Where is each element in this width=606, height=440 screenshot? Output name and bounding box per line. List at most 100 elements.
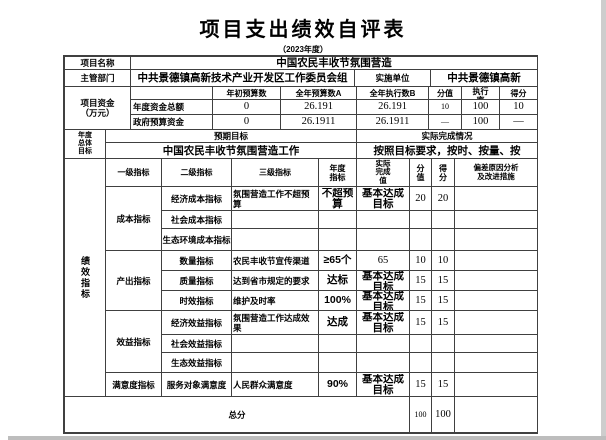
target-value: 100%	[318, 290, 357, 311]
points-value	[409, 334, 432, 353]
col-header: 全年执行数B	[356, 86, 429, 100]
table-row: 生态环境成本指标	[65, 228, 538, 251]
funds-value: 26.1911	[280, 114, 357, 130]
performance-table: 绩效指标 一级指标 二级指标 三级指标 年度指标 实际完成值 分值 得分 偏差原…	[64, 158, 538, 433]
points-value: 15	[409, 270, 432, 291]
score-value	[431, 352, 455, 373]
funds-score: 10	[499, 99, 538, 115]
page-subtitle: （2023年度）	[278, 45, 328, 54]
deviation-cell	[454, 210, 538, 229]
table-row: 年度总体目标 预期目标 实际完成情况	[64, 129, 538, 159]
table-row: 效益指标 经济效益指标 氛围营造工作达成效果 达成 基本达成目标 15 15	[65, 310, 538, 373]
deviation-cell	[454, 372, 538, 397]
score-value	[431, 228, 455, 251]
funds-value: 0	[212, 99, 281, 115]
expected-goal-header: 预期目标	[105, 129, 357, 143]
score-value	[431, 334, 455, 353]
level3-indicator: 氛围营造工作达成效果	[231, 310, 319, 335]
level2-indicator: 社会成本指标	[161, 210, 232, 229]
table-row: 年度资金总额 0 26.191 26.191 10 100 10	[65, 99, 538, 115]
target-value: 90%	[318, 372, 357, 397]
perf-section-label: 绩效指标	[64, 158, 106, 397]
level3-indicator	[231, 352, 319, 373]
funds-score: —	[499, 114, 538, 130]
deviation-cell	[454, 310, 538, 335]
points-value: 15	[409, 372, 432, 397]
level2-indicator: 经济成本指标	[161, 186, 232, 211]
funds-row-name: 政府预算资金	[130, 114, 213, 130]
project-info-table: 项目名称 中国农民丰收节氛围营造 主管部门 中共景德镇高新技术产业开发区工作委员…	[64, 56, 539, 87]
col-header: 偏差原因分析及改进措施	[454, 158, 538, 187]
deviation-cell	[454, 396, 538, 433]
annual-goal-table: 年度总体目标 预期目标 实际完成情况 中国农民丰收节氛围营造工作 按照目标要求，…	[64, 129, 538, 159]
level3-indicator	[231, 228, 319, 251]
project-name-label: 项目名称	[64, 56, 131, 70]
funds-table: 项目资金（万元） 年初预算数 全年预算数A 全年执行数B 分值 执行率 得分 年…	[64, 86, 538, 130]
funds-row-name: 年度资金总额	[130, 99, 213, 115]
table-row: 社会效益指标	[65, 334, 538, 353]
table-row: 政府预算资金 0 26.1911 26.1911 — 100 —	[65, 114, 538, 130]
actual-value: 基本达成目标	[356, 372, 410, 397]
level3-indicator: 氛围营造工作不超预算	[231, 186, 319, 211]
score-value: 15	[431, 372, 455, 397]
funds-rate: 100	[461, 114, 500, 130]
funds-value: 26.191	[356, 99, 429, 115]
col-header: 三级指标	[231, 158, 319, 187]
level2-indicator: 生态效益指标	[161, 352, 232, 373]
project-name-value: 中国农民丰收节氛围营造	[129, 56, 539, 70]
impl-unit-value: 中共景德镇高新	[429, 69, 539, 87]
level2-indicator: 生态环境成本指标	[161, 228, 232, 251]
target-value	[318, 228, 357, 251]
level2-indicator: 时效指标	[161, 290, 232, 311]
actual-value	[356, 210, 410, 229]
table-row: 项目资金（万元） 年初预算数 全年预算数A 全年执行数B 分值 执行率 得分	[64, 86, 538, 130]
target-value	[318, 334, 357, 353]
level3-indicator	[231, 334, 319, 353]
deviation-cell	[454, 290, 538, 311]
target-value	[318, 210, 357, 229]
points-value	[409, 352, 432, 373]
table-row: 生态效益指标	[65, 352, 538, 373]
table-row: 项目名称 中国农民丰收节氛围营造	[64, 56, 539, 70]
target-value: 达成	[318, 310, 357, 335]
level3-indicator	[231, 210, 319, 229]
level2-indicator: 质量指标	[161, 270, 232, 291]
col-header: 全年预算数A	[280, 86, 357, 100]
table-row: 满意度指标 服务对象满意度 人民群众满意度 90% 基本达成目标 15 15	[65, 372, 538, 397]
impl-unit-label: 实施单位	[354, 69, 431, 87]
table-row: 绩效指标 一级指标 二级指标 三级指标 年度指标 实际完成值 分值 得分 偏差原…	[64, 158, 538, 397]
score-value	[431, 210, 455, 229]
target-value: 不超预算	[318, 186, 357, 211]
funds-label: 项目资金（万元）	[64, 86, 131, 130]
col-header: 实际完成值	[356, 158, 410, 187]
total-score-value: 100	[431, 396, 455, 433]
points-value: 20	[409, 186, 432, 211]
funds-points: 10	[428, 99, 462, 115]
deviation-cell	[454, 352, 538, 373]
actual-value: 基本达成目标	[356, 310, 410, 335]
dept-value: 中共景德镇高新技术产业开发区工作委员会组	[130, 69, 355, 87]
col-header: 得分	[499, 86, 538, 100]
col-header: 二级指标	[161, 158, 232, 187]
level1-indicator: 满意度指标	[105, 372, 162, 397]
score-value: 10	[431, 250, 455, 271]
level3-indicator: 维护及时率	[231, 290, 319, 311]
points-value	[409, 228, 432, 251]
level3-indicator: 达到省市规定的要求	[231, 270, 319, 291]
level2-indicator: 服务对象满意度	[161, 372, 232, 397]
level3-indicator: 农民丰收节宣传渠道	[231, 250, 319, 271]
funds-points: —	[428, 114, 462, 130]
level1-indicator: 产出指标	[105, 250, 162, 311]
level2-indicator: 数量指标	[161, 250, 232, 271]
evaluation-table: 项目名称 中国农民丰收节氛围营造 主管部门 中共景德镇高新技术产业开发区工作委员…	[63, 55, 539, 434]
col-header: 分值	[409, 158, 432, 187]
funds-value: 0	[212, 114, 281, 130]
target-value: 达标	[318, 270, 357, 291]
page-title: 项目支出绩效自评表	[199, 19, 407, 41]
col-header: 分值	[428, 86, 462, 100]
score-value: 15	[431, 270, 455, 291]
table-row: 中国农民丰收节氛围营造工作 按照目标要求，按时、按量、按	[65, 142, 538, 159]
actual-value: 基本达成目标	[356, 186, 410, 211]
col-header: 一级指标	[105, 158, 162, 187]
